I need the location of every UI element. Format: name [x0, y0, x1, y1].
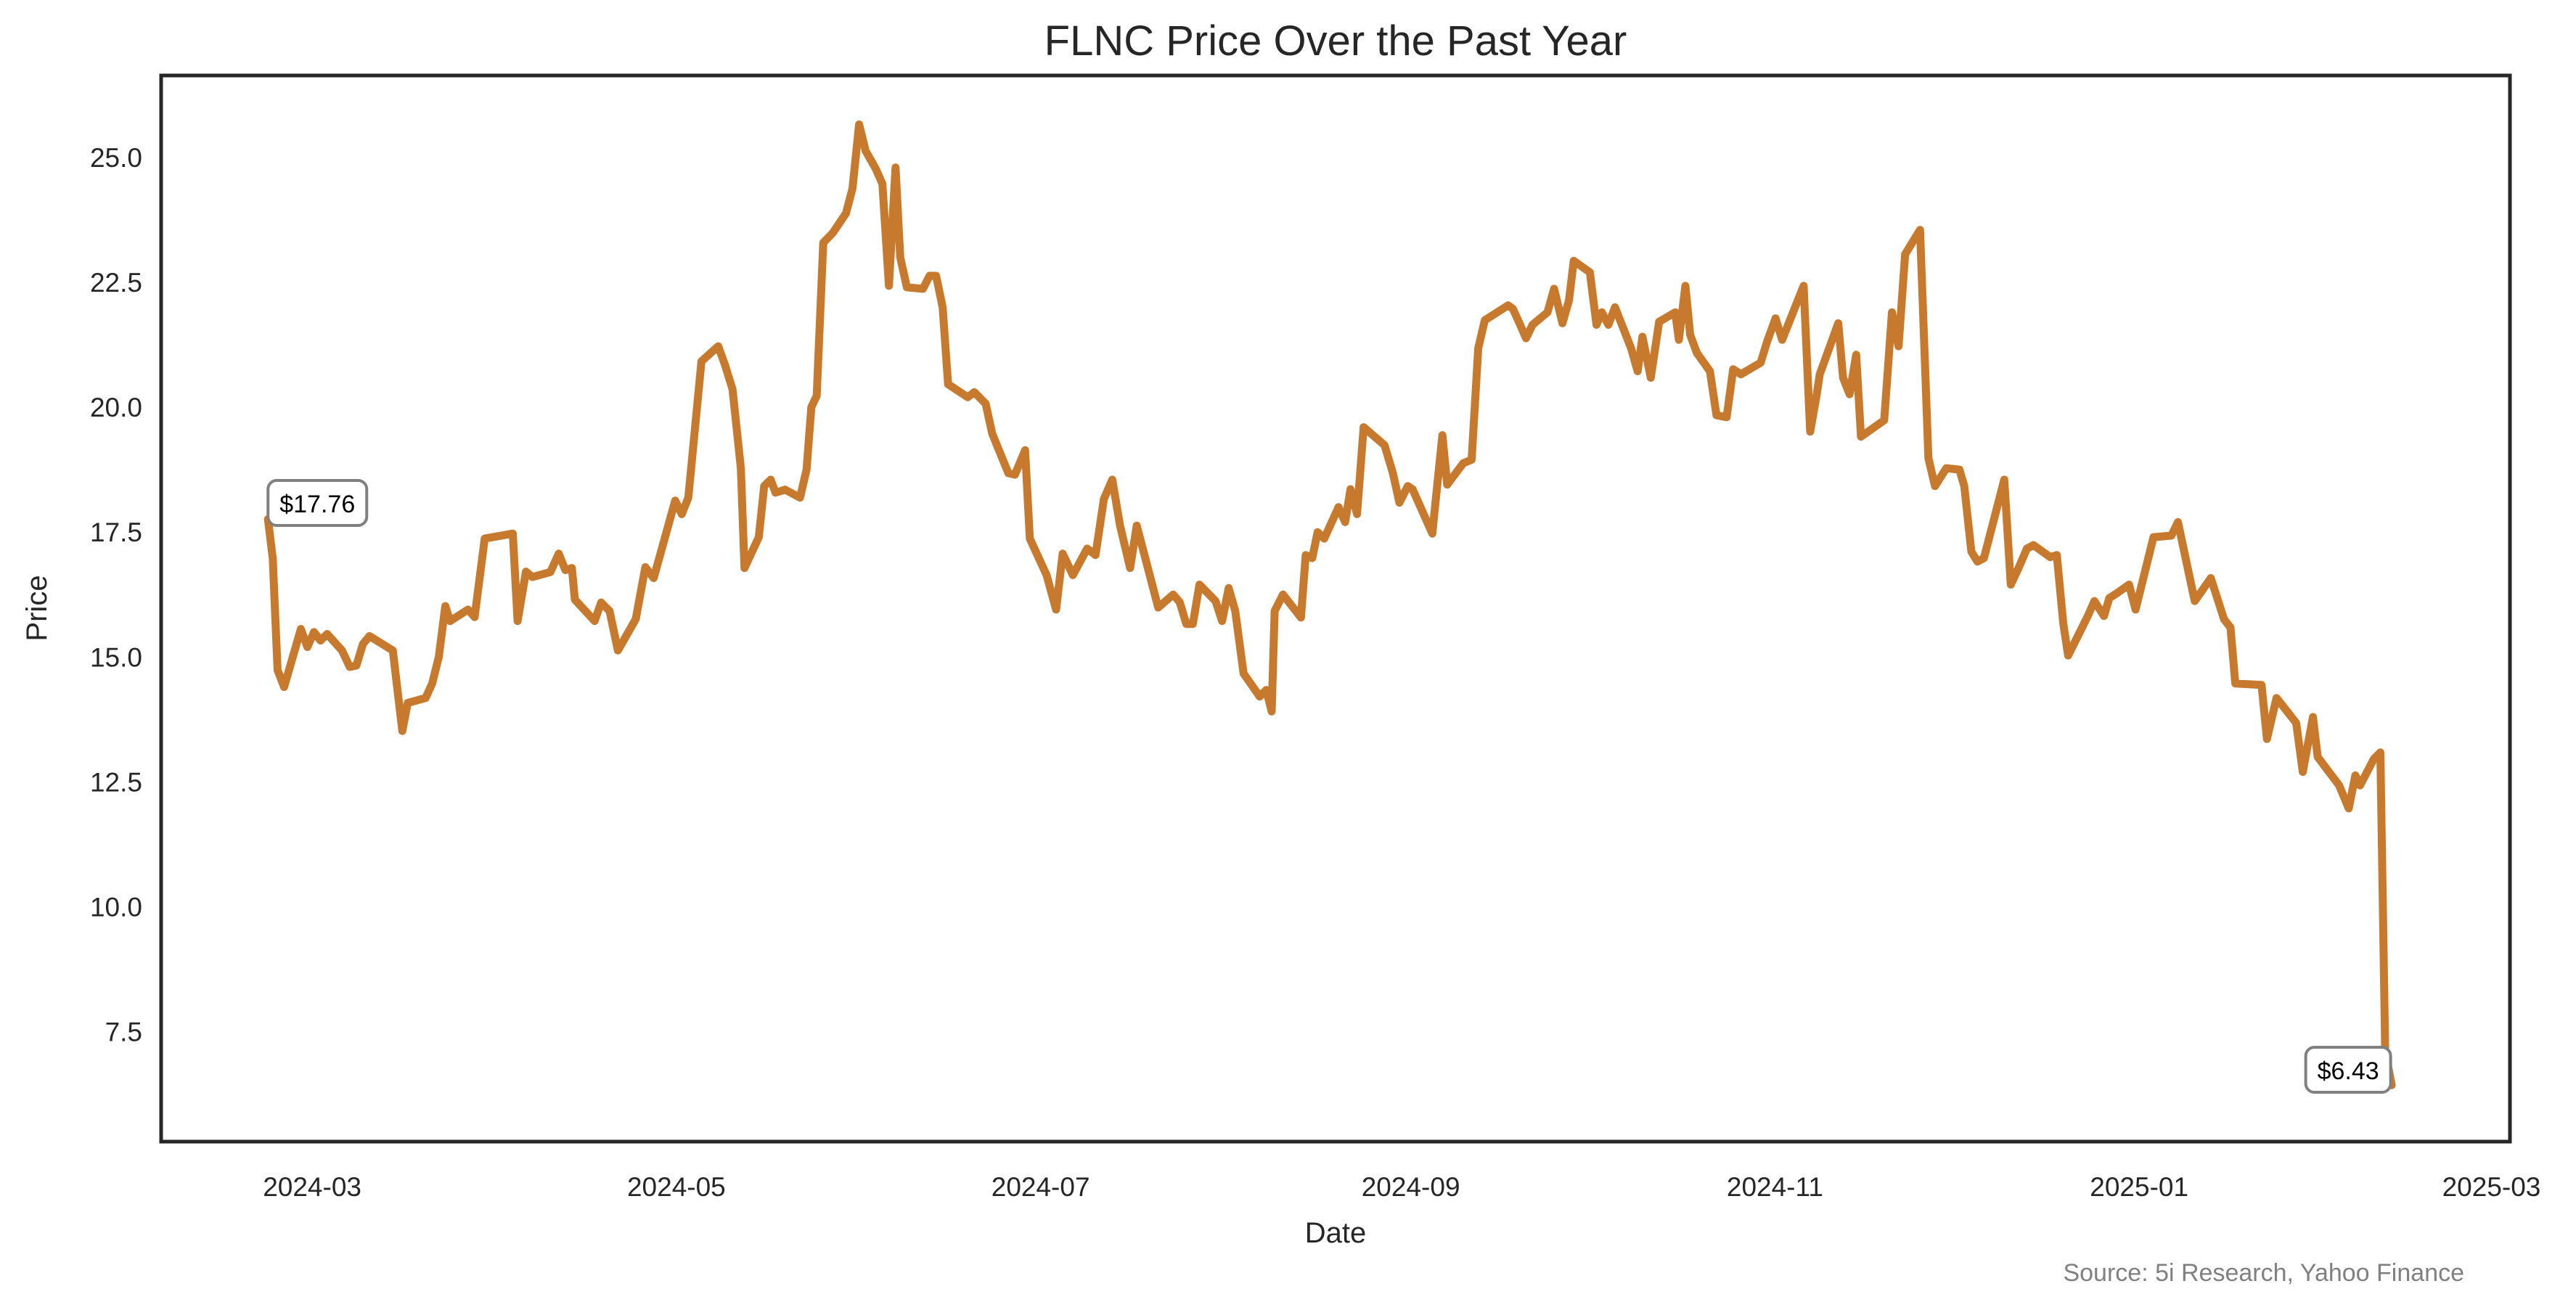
- annotation-text: $17.76: [279, 491, 355, 518]
- y-tick-label: 22.5: [90, 268, 142, 298]
- source-note: Source: 5i Research, Yahoo Finance: [2063, 1259, 2464, 1287]
- price-line: [263, 120, 2396, 1089]
- y-tick-label: 15.0: [90, 642, 142, 672]
- y-tick-label: 17.5: [90, 517, 142, 547]
- price-annotation: $17.76: [266, 479, 369, 527]
- x-axis-label: Date: [1305, 1217, 1367, 1249]
- x-tick-label: 2024-03: [263, 1172, 361, 1202]
- price-series: [263, 120, 2396, 1089]
- y-tick-label: 12.5: [90, 767, 142, 797]
- x-tick-label: 2024-09: [1362, 1172, 1460, 1202]
- x-tick-label: 2024-11: [1727, 1172, 1823, 1202]
- y-axis-label: Price: [21, 575, 53, 641]
- chart-title: FLNC Price Over the Past Year: [1044, 17, 1627, 65]
- x-tick-label: 2025-03: [2442, 1172, 2541, 1202]
- x-tick-label: 2024-07: [991, 1172, 1090, 1202]
- plot-frame: [159, 73, 2512, 1144]
- y-tick-label: 20.0: [90, 393, 142, 422]
- y-tick-label: 25.0: [90, 143, 142, 173]
- price-annotation: $6.43: [2304, 1046, 2392, 1094]
- x-tick-label: 2024-05: [627, 1172, 726, 1202]
- annotation-text: $6.43: [2318, 1057, 2379, 1085]
- annotation-box: [266, 479, 369, 527]
- axis-ticks: 2024-03 2024-05 2024-07 2024-09 2024-11 2025-…: [90, 143, 2540, 1202]
- annotations: $17.76 $6.43: [266, 479, 2392, 1094]
- annotation-box: [2304, 1046, 2392, 1094]
- x-tick-label: 2025-01: [2090, 1172, 2188, 1202]
- y-tick-label: 10.0: [90, 892, 142, 922]
- y-tick-label: 7.5: [105, 1018, 142, 1047]
